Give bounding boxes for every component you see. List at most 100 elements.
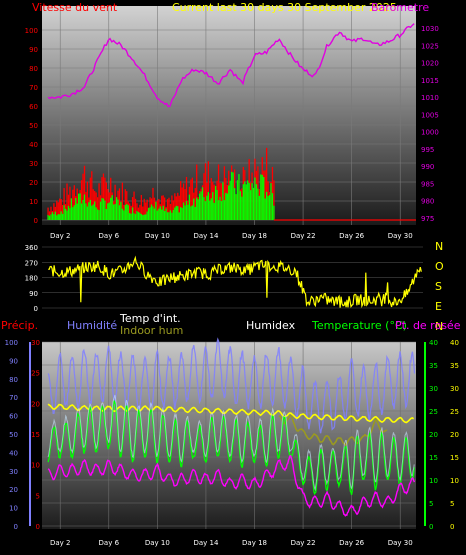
wind-barometer-panel: 0102030405060708090100975980985990995100… [25, 1, 439, 240]
baro-tick-label: 1030 [421, 25, 439, 33]
chart-title: Current last 30 days 30 September 2025 [172, 1, 397, 14]
temperature-tick-label: 30 [429, 385, 438, 393]
temperature-humidity-panel: 0102030405060708090100051015202530051015… [1, 312, 461, 547]
indoor-hum-label: Indoor hum [120, 324, 183, 337]
direction-tick-label: 270 [25, 259, 38, 267]
precip-label: Précip. [1, 319, 38, 332]
day-tick-label: Day 6 [99, 232, 120, 240]
baro-tick-label: 1010 [421, 94, 439, 102]
day-tick-label: Day 6 [99, 539, 120, 547]
direction-tick-label: 0 [34, 305, 38, 313]
panel1-axes: 0102030405060708090100975980985990995100… [25, 25, 439, 240]
temperature-right-tick-label: 35 [450, 362, 459, 370]
humidity-line [47, 337, 416, 434]
baro-tick-label: 1005 [421, 111, 439, 119]
humidex-line [47, 394, 415, 492]
temperature-right-tick-label: 40 [450, 339, 459, 347]
wind-tick-label: 30 [29, 160, 38, 168]
temperature-label: Temperature (°C) [311, 319, 407, 332]
humidity-tick-label: 100 [5, 339, 18, 347]
compass-label: O [435, 260, 444, 273]
day-tick-label: Day 14 [193, 232, 219, 240]
wind-tick-label: 0 [34, 217, 38, 225]
panel3-axes: 0102030405060708090100051015202530051015… [5, 339, 459, 547]
day-tick-label: Day 14 [193, 539, 219, 547]
day-tick-label: Day 26 [339, 232, 365, 240]
compass-label: S [435, 280, 442, 293]
day-tick-label: Day 26 [339, 539, 365, 547]
indoor-temperature-line [47, 403, 415, 424]
temperature-tick-label: 5 [429, 500, 433, 508]
wind-tick-label: 50 [29, 122, 38, 130]
temperature-right-tick-label: 0 [450, 523, 454, 531]
temperature-right-tick-label: 30 [450, 385, 459, 393]
temperature-tick-label: 35 [429, 362, 438, 370]
humidity-tick-label: 70 [9, 394, 18, 402]
day-tick-label: Day 2 [50, 232, 71, 240]
wind-direction-line [48, 255, 422, 309]
dewpoint-line [47, 455, 416, 517]
compass-label: N [435, 320, 443, 333]
temperature-right-tick-label: 20 [450, 431, 459, 439]
day-tick-label: Day 18 [242, 232, 267, 240]
precip-tick-label: 0 [36, 523, 40, 531]
baro-tick-label: 990 [421, 163, 434, 171]
panel1-marks [47, 23, 416, 221]
compass-label: N [435, 240, 443, 253]
precip-tick-label: 15 [31, 431, 40, 439]
humidity-tick-label: 0 [14, 523, 18, 531]
precip-tick-label: 20 [31, 400, 40, 408]
day-tick-label: Day 30 [388, 539, 413, 547]
temperature-tick-label: 25 [429, 408, 438, 416]
direction-tick-label: 90 [29, 290, 38, 298]
precip-tick-label: 25 [31, 370, 40, 378]
humidity-tick-label: 90 [9, 357, 18, 365]
panel2-marks [48, 255, 422, 309]
baro-tick-label: 1000 [421, 129, 439, 137]
wind-tick-label: 90 [29, 46, 38, 54]
precip-tick-label: 5 [36, 492, 40, 500]
humidity-tick-label: 80 [9, 376, 18, 384]
baro-tick-label: 1025 [421, 42, 439, 50]
wind-tick-label: 10 [29, 198, 38, 206]
direction-tick-label: 360 [25, 244, 38, 252]
baro-tick-label: 1015 [421, 77, 439, 85]
day-tick-label: Day 10 [145, 232, 170, 240]
temperature-tick-label: 15 [429, 454, 438, 462]
wind-tick-label: 20 [29, 179, 38, 187]
humidity-tick-label: 10 [9, 505, 18, 513]
temperature-right-tick-label: 25 [450, 408, 459, 416]
temperature-tick-label: 0 [429, 523, 433, 531]
temperature-right-tick-label: 15 [450, 454, 459, 462]
day-tick-label: Day 30 [388, 232, 413, 240]
precip-tick-label: 30 [31, 339, 40, 347]
baro-tick-label: 980 [421, 198, 434, 206]
compass-label: E [435, 300, 442, 313]
temperature-tick-label: 10 [429, 477, 438, 485]
baro-tick-label: 1020 [421, 60, 439, 68]
humidity-tick-label: 30 [9, 468, 18, 476]
wind-tick-label: 40 [29, 141, 38, 149]
precip-tick-label: 10 [31, 462, 40, 470]
day-tick-label: Day 18 [242, 539, 267, 547]
barometer-line [47, 23, 415, 108]
humidex-label: Humidex [246, 319, 296, 332]
wind-speed-title: Vitesse du vent [32, 1, 118, 14]
humidity-tick-label: 50 [9, 431, 18, 439]
humidity-tick-label: 40 [9, 449, 18, 457]
humidity-tick-label: 20 [9, 486, 18, 494]
day-tick-label: Day 10 [145, 539, 170, 547]
wind-tick-label: 100 [25, 27, 38, 35]
barometer-title: Barometre [371, 1, 429, 14]
wind-tick-label: 60 [29, 103, 38, 111]
panel3-marks [47, 337, 416, 517]
temperature-right-tick-label: 10 [450, 477, 459, 485]
indoor-temp-label: Temp d'int. [119, 312, 181, 325]
humidity-tick-label: 60 [9, 413, 18, 421]
temperature-tick-label: 40 [429, 339, 438, 347]
day-tick-label: Day 22 [291, 539, 316, 547]
direction-tick-label: 180 [25, 275, 38, 283]
dewpoint-label: Pt. de rosée [395, 319, 461, 332]
